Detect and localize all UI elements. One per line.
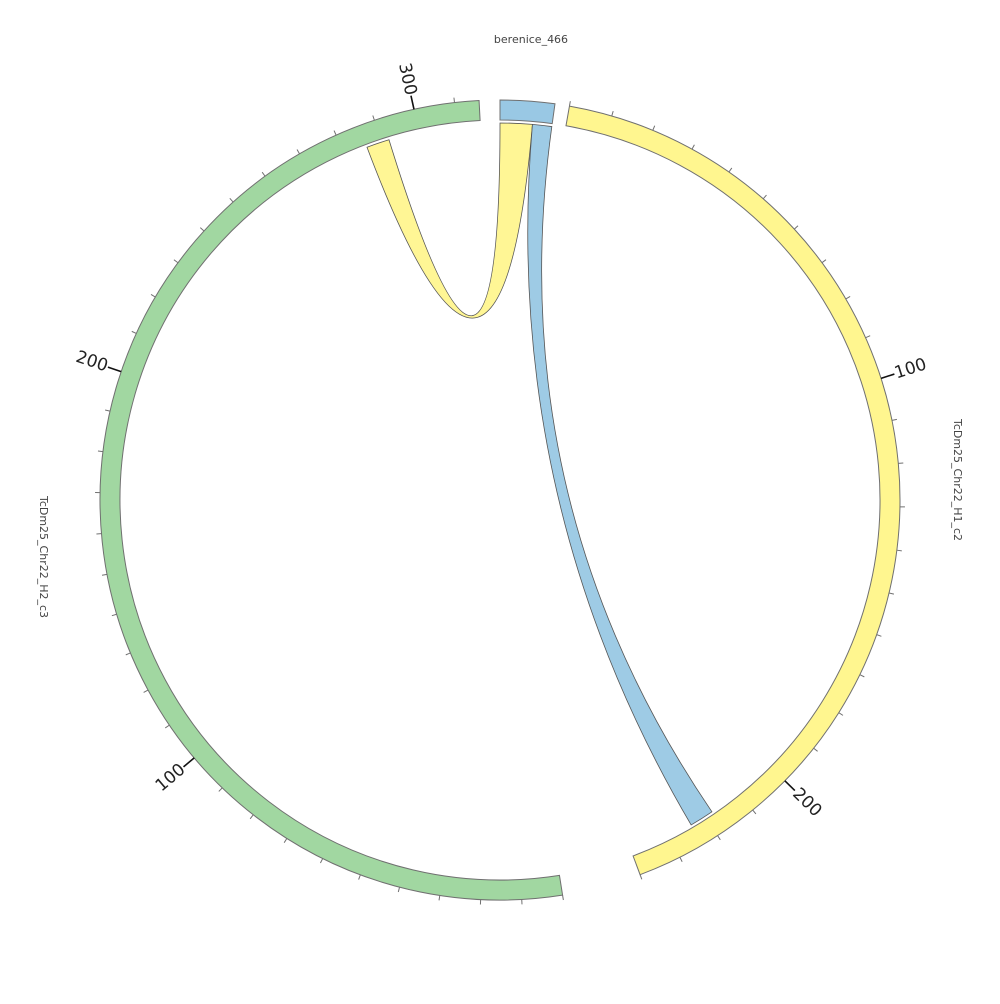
tick-minor xyxy=(174,260,178,263)
tick-minor xyxy=(839,713,843,716)
tick-label-h2-300: 300 xyxy=(394,61,421,97)
tick-minor xyxy=(680,857,682,861)
tick-minor xyxy=(897,550,902,551)
segment-labels: berenice_466 TcDm25_Chr22_H1_c2 TcDm25_C… xyxy=(37,33,964,618)
tick-major xyxy=(881,374,894,378)
tick-minor xyxy=(230,198,233,202)
tick-minor xyxy=(877,635,882,637)
tick-major xyxy=(785,781,795,791)
tick-minor xyxy=(112,614,117,615)
tick-label-h1-100: 100 xyxy=(892,354,929,383)
tick-minor xyxy=(889,593,894,594)
tick-major xyxy=(184,758,195,767)
tick-minor xyxy=(569,101,570,106)
tick-minor xyxy=(794,226,798,229)
segment-arc-ber xyxy=(500,100,555,124)
tick-minor xyxy=(846,296,850,299)
tick-minor xyxy=(219,788,222,792)
tick-minor xyxy=(165,725,169,728)
segment-label-h1: TcDm25_Chr22_H1_c2 xyxy=(951,418,964,541)
tick-major xyxy=(411,96,414,110)
tick-minor xyxy=(102,574,107,575)
tick-major xyxy=(108,367,121,371)
tick-minor xyxy=(297,150,300,154)
tick-minor xyxy=(753,810,756,814)
tick-minor xyxy=(250,815,253,819)
tick-minor xyxy=(860,675,864,677)
tick-minor xyxy=(132,331,137,333)
tick-minor xyxy=(144,690,148,692)
segment-arc-h1 xyxy=(566,106,900,875)
segment-label-h2: TcDm25_Chr22_H2_c3 xyxy=(37,495,50,618)
tick-minor xyxy=(814,748,818,751)
tick-minor xyxy=(262,172,265,176)
tick-minor xyxy=(892,419,897,420)
tick-minor xyxy=(200,228,204,231)
tick-minor xyxy=(729,168,732,172)
tick-minor xyxy=(718,836,721,840)
tick-minor xyxy=(563,895,564,900)
tick-minor xyxy=(151,294,155,297)
link-ribbons xyxy=(367,123,712,825)
tick-minor xyxy=(763,195,766,199)
tick-minor xyxy=(866,336,871,338)
tick-minor xyxy=(398,887,399,892)
tick-minor xyxy=(98,451,103,452)
tick-minor xyxy=(284,838,287,842)
tick-label-h2-100: 100 xyxy=(152,760,190,796)
tick-minor xyxy=(653,126,655,131)
tick-minor xyxy=(640,875,642,880)
tick-minor xyxy=(126,653,131,655)
tick-minor xyxy=(439,895,440,900)
tick-minor xyxy=(454,98,455,103)
tick-minor xyxy=(822,260,826,263)
link-ribbon-h2-ber xyxy=(367,123,532,318)
tick-minor xyxy=(334,131,336,136)
tick-minor xyxy=(692,145,694,149)
segment-label-berenice: berenice_466 xyxy=(494,33,568,46)
link-ribbon-h1-ber xyxy=(528,124,712,825)
tick-minor xyxy=(320,859,322,863)
tick-minor xyxy=(373,115,375,120)
tick-label-h2-200: 200 xyxy=(73,347,110,376)
tick-minor xyxy=(612,111,613,116)
tick-minor xyxy=(105,410,110,411)
tick-minor xyxy=(359,875,361,880)
